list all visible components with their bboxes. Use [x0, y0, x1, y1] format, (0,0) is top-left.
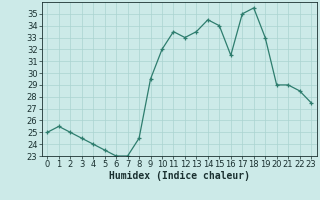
X-axis label: Humidex (Indice chaleur): Humidex (Indice chaleur): [109, 171, 250, 181]
